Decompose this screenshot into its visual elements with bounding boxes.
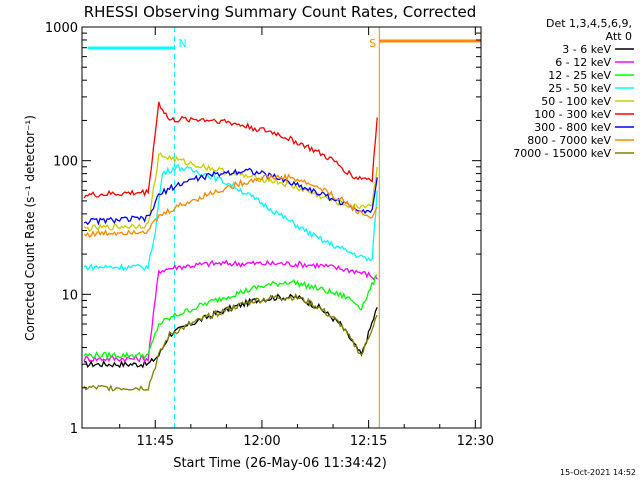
legend-label-100-300-kev: 100 - 300 keV	[534, 108, 611, 121]
x-tick-label: 12:30	[457, 434, 494, 449]
legend-label-3-6-kev: 3 - 6 keV	[562, 43, 611, 56]
x-axis: 11:45 12:00 12:15 12:30	[119, 27, 494, 449]
y-tick-label: 10	[61, 288, 78, 303]
y-tick-label: 100	[53, 155, 78, 170]
series-line-7000-15000-kev-part1	[83, 292, 378, 392]
series-layer	[83, 101, 378, 392]
flag-n-label: N	[178, 37, 186, 50]
legend-label-6-12-kev: 6 - 12 keV	[555, 56, 611, 69]
footer-date: 15-Oct-2021 14:52	[560, 468, 636, 477]
series-line-100-300-kev-part1	[83, 101, 378, 199]
x-tick-label: 12:15	[350, 434, 387, 449]
plot-frame	[81, 26, 482, 429]
series-line-800-7000-kev-part1	[83, 172, 378, 238]
y-axis: 1 10 100 1000	[45, 21, 481, 437]
flag-s-label: S	[369, 37, 376, 50]
chart-title: RHESSI Observing Summary Count Rates, Co…	[84, 3, 477, 21]
legend-label-25-50-kev: 25 - 50 keV	[548, 82, 611, 95]
y-tick-label: 1000	[45, 21, 78, 36]
series-line-25-50-kev-part1	[83, 163, 378, 272]
series-line-300-800-kev-part1	[83, 167, 378, 226]
y-tick-label: 1	[70, 422, 78, 437]
legend-label-300-800-kev: 300 - 800 keV	[534, 121, 611, 134]
legend-header-line-1: Det 1,3,4,5,6,9,	[546, 17, 632, 30]
x-axis-label: Start Time (26-May-06 11:34:42)	[173, 456, 387, 471]
series-line-3-6-kev-part1	[84, 293, 378, 369]
x-tick-label: 12:00	[243, 434, 280, 449]
series-line-6-12-kev-part1	[83, 259, 378, 364]
legend-label-800-7000-kev: 800 - 7000 keV	[527, 134, 611, 147]
series-line-12-25-kev-part1	[83, 274, 378, 361]
x-tick-label: 11:45	[137, 434, 174, 449]
y-axis-label: Corrected Count Rate (s⁻¹ detector⁻¹)	[23, 115, 37, 341]
legend-label-7000-15000-kev: 7000 - 15000 keV	[513, 147, 611, 160]
legend-header-line-2: Att 0	[606, 30, 632, 43]
legend-label-50-100-kev: 50 - 100 keV	[541, 95, 611, 108]
legend-label-12-25-kev: 12 - 25 keV	[548, 69, 611, 82]
